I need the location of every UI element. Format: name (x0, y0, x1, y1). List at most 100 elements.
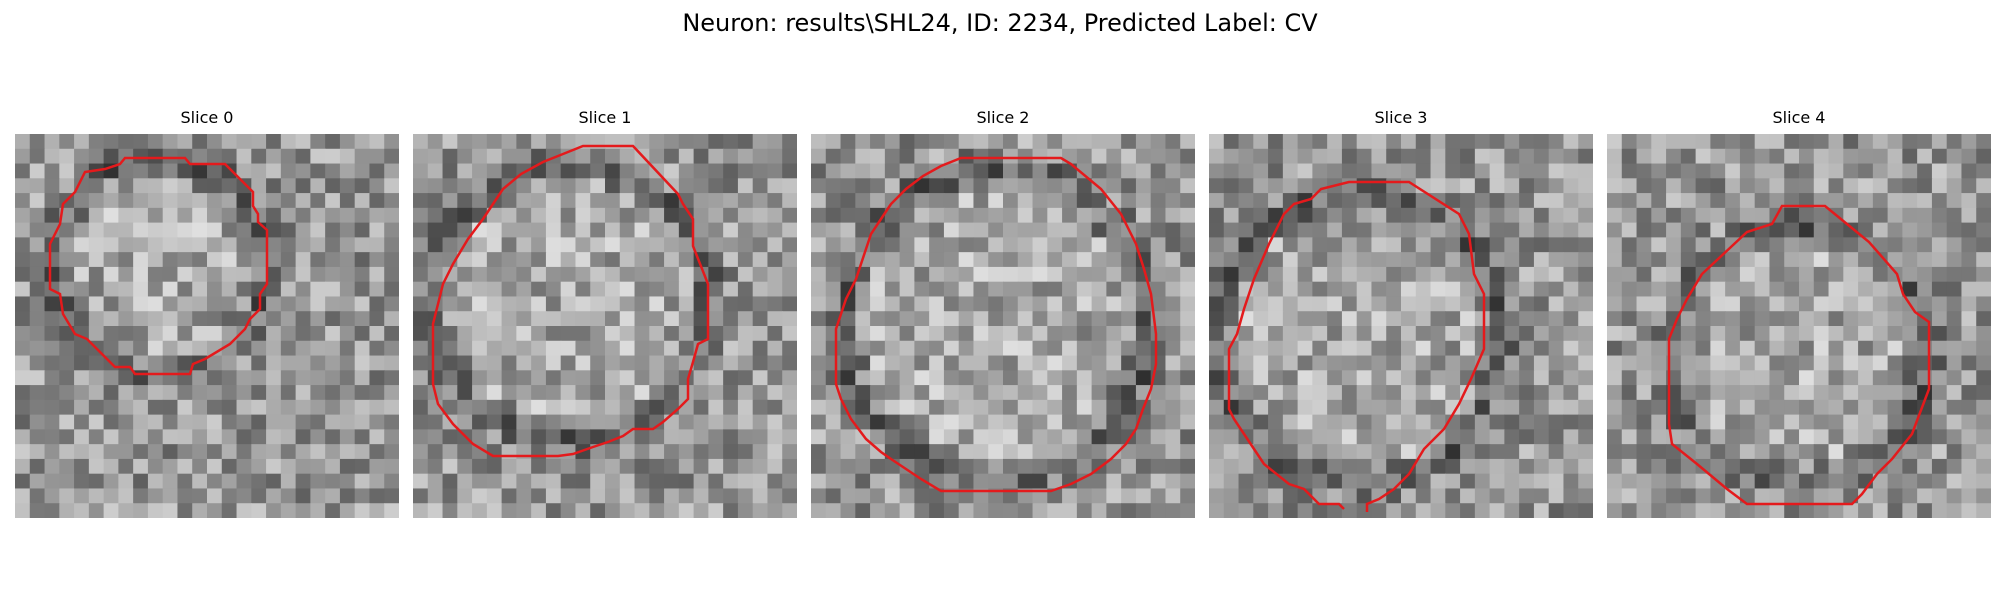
slice-pixel (1297, 488, 1313, 504)
slice-pixel (678, 370, 695, 386)
slice-pixel (192, 252, 208, 268)
slice-pixel (870, 252, 886, 268)
slice-pixel (192, 163, 208, 179)
slice-pixel (147, 148, 164, 165)
slice-pixel (1680, 503, 1697, 518)
slice-pixel (295, 222, 311, 238)
slice-pixel (1799, 488, 1815, 504)
slice-pixel (457, 340, 473, 357)
slice-pixel (1268, 193, 1284, 209)
slice-pixel (560, 311, 577, 327)
slice-pixel (1946, 296, 1963, 312)
slice-pixel (1710, 488, 1726, 504)
slice-pixel (162, 340, 179, 357)
slice-pixel (1474, 252, 1491, 268)
slice-pixel (1961, 311, 1977, 327)
slice-pixel (590, 296, 606, 312)
slice-pixel (1223, 370, 1240, 386)
slice-pixel (973, 178, 989, 194)
slice-pixel (413, 429, 429, 445)
slice-pixel (1401, 488, 1417, 504)
slice-pixel (1902, 340, 1918, 357)
slice-pixel (369, 207, 385, 224)
slice-pixel (678, 266, 695, 283)
slice-pixel (339, 399, 356, 416)
slice-pixel (1238, 148, 1254, 165)
slice-pixel (1312, 178, 1328, 194)
slice-pixel (1135, 237, 1152, 253)
slice-pixel (958, 444, 975, 460)
slice-pixel (354, 355, 371, 371)
slice-pixel (1150, 193, 1167, 209)
slice-pixel (1548, 414, 1565, 430)
slice-pixel (943, 193, 960, 209)
slice-pixel (1578, 281, 1593, 298)
slice-pixel (1976, 193, 1991, 209)
slice-pixel (1312, 311, 1328, 327)
slice-pixel (575, 399, 591, 416)
slice-pixel (1386, 326, 1402, 342)
slice-pixel (133, 163, 149, 179)
slice-pixel (1401, 503, 1417, 518)
slice-pixel (251, 134, 267, 150)
slice-pixel (1415, 237, 1432, 253)
slice-pixel (369, 458, 385, 475)
slice-pixel (1150, 473, 1167, 490)
slice-pixel (516, 385, 532, 401)
slice-pixel (1563, 473, 1579, 490)
slice-pixel (1533, 252, 1550, 268)
slice-pixel (221, 207, 238, 224)
slice-pixel (1902, 222, 1918, 238)
slice-pixel (1076, 326, 1093, 342)
slice-pixel (560, 414, 577, 430)
slice-pixel (914, 340, 930, 357)
slice-pixel (1843, 355, 1859, 371)
slice-pixel (1253, 414, 1269, 430)
slice-pixel (1754, 252, 1771, 268)
slice-pixel (44, 163, 60, 179)
slice-pixel (15, 503, 31, 518)
slice-pixel (44, 207, 60, 224)
slice-pixel (413, 222, 429, 238)
slice-pixel (649, 429, 665, 445)
slice-pixel (1784, 163, 1800, 179)
slice-pixel (855, 340, 871, 357)
slice-pixel (1828, 340, 1844, 357)
slice-pixel (280, 429, 297, 445)
slice-pixel (1386, 399, 1402, 416)
slice-pixel (1976, 444, 1991, 460)
slice-pixel (1341, 178, 1358, 194)
slice-pixel (855, 311, 871, 327)
slice-pixel (74, 399, 90, 416)
slice-pixel (590, 414, 606, 430)
slice-pixel (723, 148, 739, 165)
slice-pixel (1238, 193, 1254, 209)
slice-pixel (678, 252, 695, 268)
slice-pixel (1238, 355, 1254, 371)
slice-pixel (384, 207, 399, 224)
slice-pixel (103, 414, 119, 430)
slice-pixel (723, 488, 739, 504)
slice-pixel (236, 148, 252, 165)
slice-pixel (723, 444, 739, 460)
slice-pixel (1843, 385, 1859, 401)
slice-pixel (767, 458, 783, 475)
slice-pixel (1739, 399, 1756, 416)
slice-pixel (1062, 237, 1078, 253)
slice-pixel (752, 429, 769, 445)
slice-pixel (1843, 340, 1859, 357)
slice-pixel (1297, 414, 1313, 430)
slice-pixel (958, 252, 975, 268)
slice-pixel (1032, 399, 1048, 416)
slice-pixel (1931, 385, 1948, 401)
slice-pixel (472, 266, 488, 283)
slice-pixel (1489, 340, 1505, 357)
slice-pixel (1312, 266, 1328, 283)
slice-pixel (1754, 429, 1771, 445)
slice-pixel (1341, 252, 1358, 268)
slice-pixel (1519, 503, 1535, 518)
slice-pixel (1666, 148, 1682, 165)
slice-pixel (1165, 207, 1181, 224)
slice-pixel (619, 252, 636, 268)
slice-pixel (1032, 429, 1048, 445)
